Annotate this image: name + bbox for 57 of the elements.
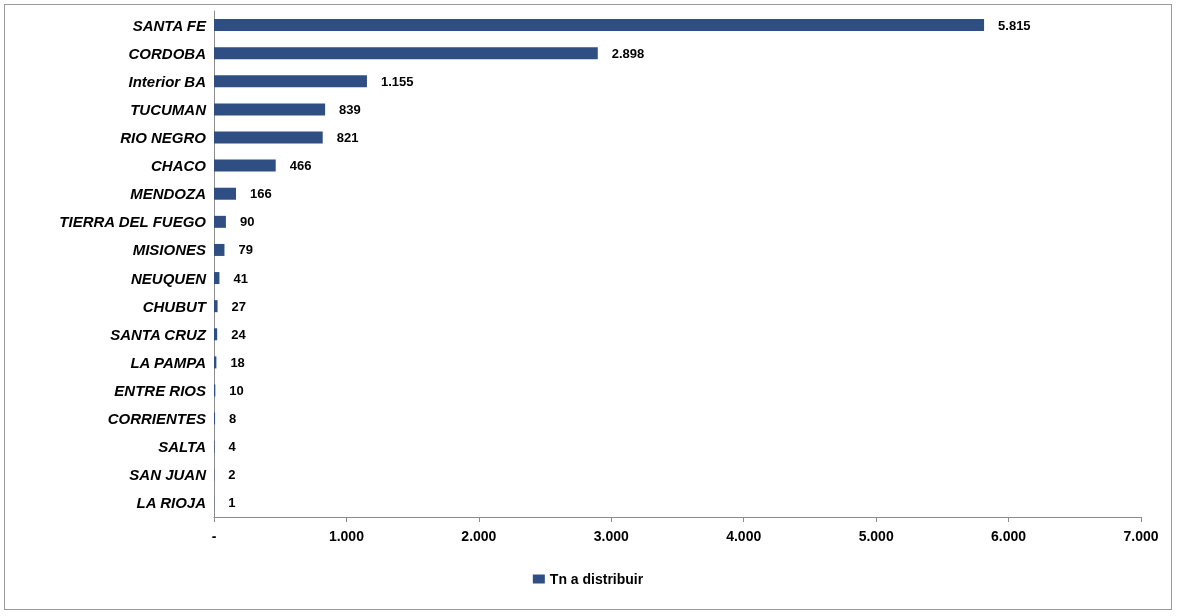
x-tick-label: -	[211, 528, 217, 544]
x-tick-label: 4.000	[726, 528, 762, 544]
y-tick-label: SANTA FE	[132, 16, 207, 34]
data-label: 10	[229, 383, 244, 398]
data-label: 4	[228, 439, 237, 455]
data-label: 8	[229, 411, 237, 427]
data-label: 90	[239, 214, 255, 230]
y-tick-label: ENTRE RIOS	[114, 382, 206, 399]
y-tick-label: LA PAMPA	[130, 353, 206, 371]
data-label: 2.898	[611, 45, 645, 61]
y-tick-label: CHUBUT	[142, 297, 208, 315]
y-tick-label: NEUQUEN	[130, 269, 208, 287]
data-label: 41	[233, 270, 248, 286]
y-tick-label: LA RIOJA	[136, 494, 206, 512]
bar	[214, 187, 236, 200]
y-tick-label: CORRIENTES	[107, 410, 206, 428]
y-tick-label: SALTA	[158, 438, 206, 456]
y-tick-label: CHACO	[151, 157, 207, 175]
bar	[214, 19, 985, 32]
x-tick-label: 2.000	[461, 528, 497, 544]
bar	[214, 300, 218, 313]
bar	[214, 75, 367, 88]
bar	[214, 103, 326, 116]
bar	[214, 272, 220, 285]
data-label: 18	[230, 354, 245, 370]
data-label: 2	[228, 467, 236, 483]
y-tick-label: TIERRA DEL FUEGO	[59, 213, 207, 231]
data-label: 24	[231, 326, 247, 342]
y-tick-label: CORDOBA	[128, 44, 206, 62]
x-tick-label: 3.000	[593, 528, 630, 544]
data-label: 839	[339, 101, 361, 117]
y-tick-label: MENDOZA	[130, 185, 206, 203]
data-label: 1	[228, 495, 236, 511]
x-tick-label: 1.000	[328, 528, 365, 544]
x-tick-label: 5.000	[858, 528, 894, 544]
x-tick-label: 7.000	[1123, 528, 1159, 544]
x-tick-label: 6.000	[991, 528, 1027, 544]
data-label: 5.815	[998, 17, 1031, 33]
y-tick-label: SAN JUAN	[129, 466, 208, 484]
y-tick-label: TUCUMAN	[130, 100, 208, 118]
y-tick-label: RIO NEGRO	[120, 129, 207, 146]
y-tick-label: MISIONES	[132, 241, 206, 259]
legend-label: Tn a distribuir	[549, 571, 644, 587]
data-label: 79	[238, 242, 253, 258]
data-label: 27	[231, 298, 247, 314]
y-tick-label: SANTA CRUZ	[110, 325, 207, 343]
bar	[214, 328, 218, 341]
data-label: 466	[289, 158, 312, 174]
bar	[214, 47, 598, 60]
y-tick-label: Interior BA	[128, 72, 206, 90]
bar	[214, 131, 323, 144]
data-label: 821	[336, 130, 359, 145]
bar	[214, 159, 276, 172]
bar	[214, 243, 225, 256]
bar	[214, 215, 226, 228]
data-label: 166	[249, 186, 272, 202]
data-label: 1.155	[380, 73, 414, 89]
